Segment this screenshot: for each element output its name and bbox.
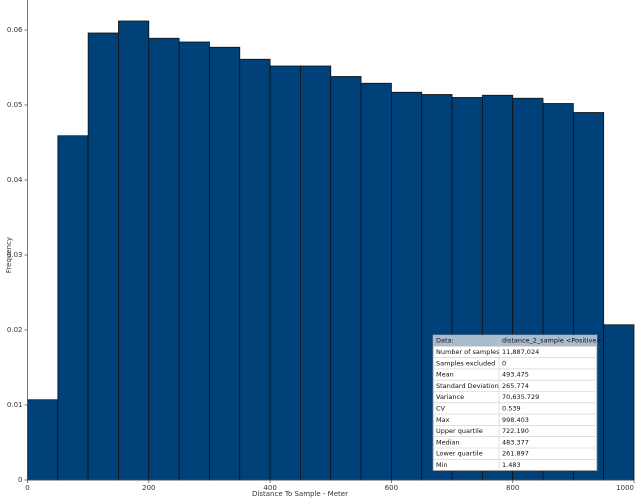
table-header-cell: distance_2_sample <Positive> — [502, 337, 602, 345]
table-cell: 722.190 — [502, 427, 529, 435]
stats-table: Data: distance_2_sample <Positive>Number … — [432, 334, 602, 472]
bar — [148, 37, 180, 481]
table-cell: 261.897 — [502, 450, 529, 458]
bar — [209, 46, 241, 481]
bar — [603, 324, 635, 481]
bar — [360, 82, 392, 481]
table-cell: CV — [436, 404, 446, 412]
table-cell: 265.774 — [502, 382, 529, 390]
x-tick-label: 0 — [25, 484, 29, 492]
table-cell: 998.403 — [502, 416, 529, 424]
table-header-cell: Data: — [436, 337, 454, 345]
table-cell: Mean — [436, 371, 454, 379]
table-cell: Number of samples — [436, 348, 500, 356]
table-cell: 493.475 — [502, 371, 529, 379]
table-cell: Lower quartile — [436, 450, 483, 458]
table-cell: Standard Deviation — [436, 382, 499, 390]
x-tick-label: 600 — [385, 484, 398, 492]
table-cell: 1.483 — [502, 461, 521, 469]
table-cell: 0.539 — [502, 404, 521, 412]
bar — [27, 399, 59, 481]
table-cell: 483.377 — [502, 438, 529, 446]
bar — [57, 135, 89, 481]
bar — [390, 91, 423, 481]
bar — [239, 58, 271, 481]
bar — [178, 41, 210, 481]
x-tick-label: 200 — [142, 484, 155, 492]
table-cell: 11,887,024 — [502, 348, 539, 356]
y-tick-label: 0.06 — [7, 26, 23, 34]
bar — [118, 20, 150, 481]
table-cell: Samples excluded — [436, 359, 495, 367]
y-tick-label: 0.03 — [7, 251, 23, 259]
y-tick-label: 0.02 — [7, 326, 23, 334]
table-cell: 70,635.729 — [502, 393, 539, 401]
bar — [300, 65, 332, 481]
table-cell: Variance — [436, 393, 464, 401]
x-tick-label: 400 — [263, 484, 276, 492]
x-tick-label: 1000 — [616, 484, 634, 492]
table-cell: Median — [436, 438, 460, 446]
table-cell: Upper quartile — [436, 427, 483, 435]
bar — [87, 32, 119, 481]
y-tick-label: 0 — [18, 476, 22, 484]
table-header-bg — [433, 335, 597, 347]
y-tick-label: 0.01 — [7, 401, 23, 409]
y-tick-label: 0.05 — [7, 101, 23, 109]
y-axis-label: Frequency — [5, 237, 13, 273]
x-axis-label: Distance To Sample - Meter — [252, 490, 348, 498]
y-tick-label: 0.04 — [7, 176, 23, 184]
table-cell: 0 — [502, 359, 506, 367]
bar — [269, 65, 301, 481]
table-cell: Max — [436, 416, 450, 424]
bar — [330, 76, 362, 481]
table-cell: Min — [436, 461, 448, 469]
x-tick-label: 800 — [506, 484, 519, 492]
